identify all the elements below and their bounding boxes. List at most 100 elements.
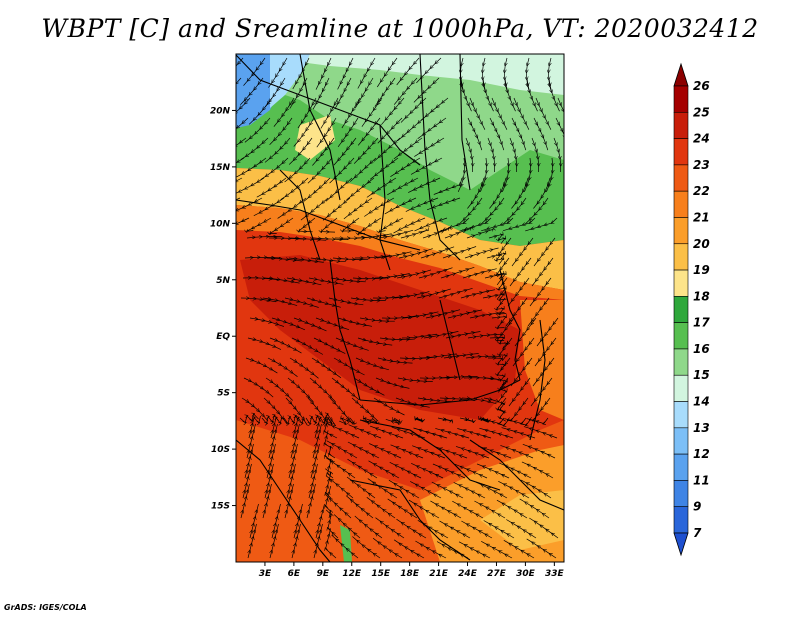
streamline [557,97,564,130]
streamline [553,137,561,173]
streamline [416,418,423,422]
streamline [465,137,473,173]
lon-tick-label: 12E [342,569,362,579]
streamline [413,77,440,103]
streamline [375,377,410,389]
map-frame [235,53,565,563]
streamline [498,377,509,403]
lon-tick-label: 3E [259,569,272,579]
streamline [291,337,324,355]
streamline [497,317,515,340]
streamline [355,357,389,371]
streamline [393,137,423,160]
streamline [445,332,481,339]
streamline [330,278,366,282]
streamline [389,461,422,479]
streamline [374,77,396,107]
streamline [324,494,352,519]
streamline [523,426,558,439]
streamline [415,540,447,559]
streamline [241,483,250,519]
colorbar: 26 25 24 23 22 21 20 19 18 17 16 15 14 13 12 11 9 7 [673,62,710,557]
streamline [460,289,496,298]
lon-tick-label: 24E [458,569,478,579]
colorbar-label: 15 [693,368,710,382]
streamline [453,482,486,499]
streamline [397,378,433,381]
streamline [488,234,505,245]
colorbar-segment [673,453,689,481]
streamline [461,77,472,112]
streamline [417,117,447,139]
streamline [350,298,386,301]
streamline [396,518,427,539]
streamline [479,418,505,424]
colorbar-label: 21 [693,210,710,224]
streamline [396,57,420,86]
streamline [285,483,294,519]
streamline [289,77,308,109]
streamline [410,481,442,499]
streamline [499,337,513,362]
streamline [497,418,527,426]
streamline [303,177,331,202]
streamline [248,523,257,559]
streamline [522,443,556,459]
streamline [236,137,247,157]
lon-tick-label: 15E [371,569,391,579]
streamline [264,137,291,163]
streamline [395,397,430,408]
streamline [260,157,289,180]
streamline [359,318,395,321]
streamline [300,197,329,221]
longitude-axis: 3E 6E 9E 12E 15E 18E 21E 24E 27E 30E 33E [259,562,565,579]
streamline [329,157,355,184]
streamline [292,523,301,559]
streamline [486,255,503,265]
lon-tick-label: 18E [400,569,420,579]
streamline [476,463,510,479]
streamline [331,534,359,559]
colorbar-segment [673,296,689,323]
streamline [400,230,428,238]
streamline [385,418,400,424]
streamline [393,77,418,105]
streamline [244,117,271,143]
streamline [326,528,337,559]
streamline [236,77,242,102]
streamline [346,177,375,201]
colorbar-label: 16 [693,342,710,356]
streamline [236,177,243,192]
streamline [433,177,462,195]
streamline [502,197,527,225]
streamline [357,337,393,345]
colorbar-segment [673,243,689,271]
streamline [343,197,373,220]
streamline [503,539,535,559]
lat-tick-label: 5N [216,276,230,286]
colorbar-segment [673,164,689,192]
colorbar-segment [673,269,689,297]
streamline [414,137,445,157]
streamline [265,377,293,401]
streamline [480,197,505,225]
streamline [527,77,538,112]
streamline [315,317,350,331]
streamline [337,317,373,326]
streamline [489,117,505,151]
streamline [326,440,358,459]
lon-tick-label: 21E [429,569,449,579]
streamline [375,517,405,539]
streamline [459,418,474,422]
colorbar-label: 24 [693,132,710,146]
lon-tick-label: 30E [516,569,536,579]
latitude-axis: 20N 15N 10N 5N EQ 5S 10S 15S [210,106,236,512]
streamline [353,377,385,396]
streamline [381,97,405,125]
streamline [367,478,398,499]
streamline [307,483,316,519]
lat-tick-label: 15S [211,502,230,512]
colorbar-segment [673,506,689,534]
streamline [527,297,550,327]
streamline [408,499,440,519]
